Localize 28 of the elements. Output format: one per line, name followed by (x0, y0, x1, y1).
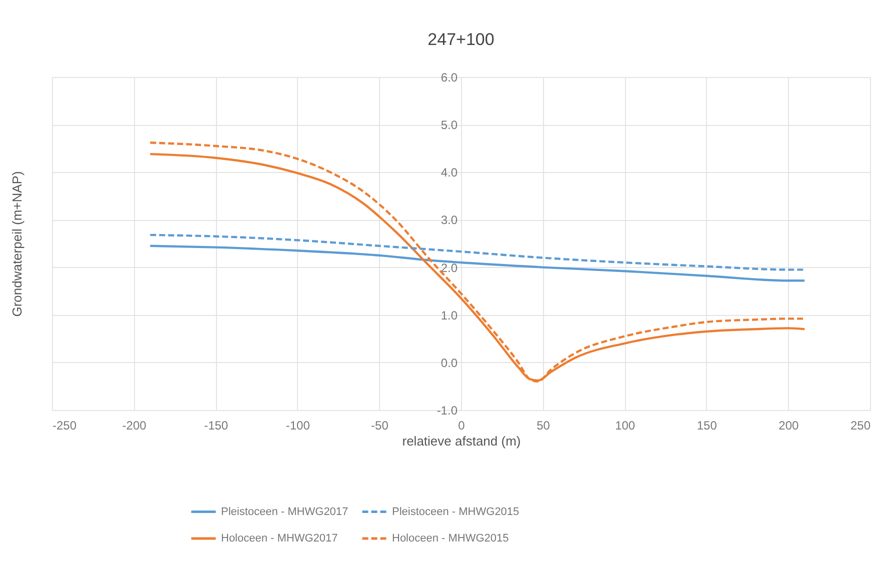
legend-label: Holoceen - MHWG2015 (392, 532, 509, 544)
x-tick-label: -200 (122, 418, 147, 432)
y-axis-title: Grondwaterpeil (m+NAP) (10, 171, 24, 317)
x-tick-label: 250 (850, 418, 871, 432)
x-tick-label: 200 (778, 418, 800, 432)
y-tick-label: -1.0 (436, 404, 458, 418)
x-tick-label: 150 (696, 418, 718, 432)
chart-title: 247+100 (428, 30, 494, 49)
line-series (149, 244, 806, 282)
x-tick-label: 100 (615, 418, 636, 432)
legend-label: Pleistoceen - MHWG2015 (392, 506, 520, 518)
y-tick-label: 3.0 (440, 213, 458, 228)
y-tick-label: 1.0 (440, 308, 458, 322)
y-tick-label: 0.0 (440, 356, 458, 370)
y-tick-label: 5.0 (440, 118, 458, 132)
y-tick-label: 6.0 (440, 70, 458, 84)
line-series (149, 234, 806, 271)
y-tick-label: 4.0 (440, 166, 458, 180)
legend-label: Holoceen - MHWG2017 (221, 532, 338, 544)
y-tick-label: 2.0 (440, 260, 458, 275)
x-tick-label: 50 (536, 418, 550, 432)
x-tick-label: 0 (458, 418, 466, 432)
x-tick-label: -100 (286, 418, 310, 432)
x-axis-title: relatieve afstand (m) (402, 434, 521, 448)
x-tick-label: -150 (204, 418, 228, 432)
x-tick-label: -50 (371, 418, 389, 432)
x-tick-label: -250 (52, 418, 77, 432)
legend-label: Pleistoceen - MHWG2017 (221, 506, 348, 518)
